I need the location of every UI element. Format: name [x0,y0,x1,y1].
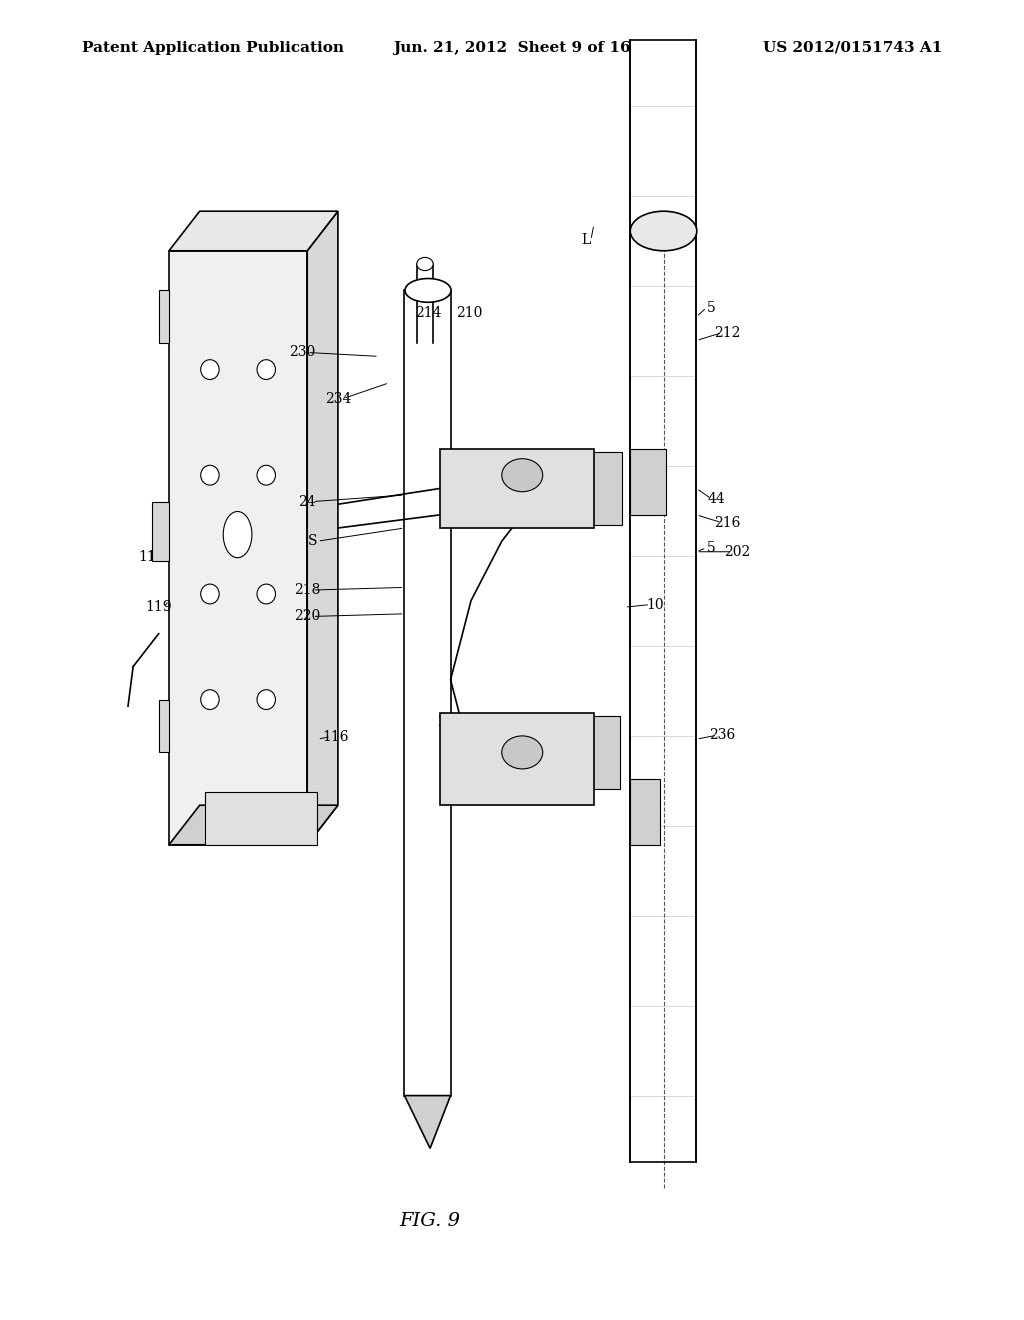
Text: 5: 5 [708,541,716,554]
Polygon shape [159,700,169,752]
Polygon shape [159,290,169,343]
Ellipse shape [257,359,275,380]
Ellipse shape [417,257,433,271]
Text: S: S [307,535,317,548]
Text: L: L [581,234,591,247]
Text: 110: 110 [138,550,165,564]
Text: 10: 10 [646,598,665,611]
Ellipse shape [502,737,543,768]
Text: 202: 202 [724,545,751,558]
Text: 44: 44 [708,492,726,506]
Text: 236: 236 [709,729,735,742]
Ellipse shape [257,583,275,603]
Ellipse shape [502,458,543,491]
Ellipse shape [201,689,219,710]
Text: 222: 222 [437,715,464,729]
Ellipse shape [631,211,696,251]
Text: 214: 214 [415,306,441,319]
Polygon shape [169,251,307,845]
Ellipse shape [257,689,275,710]
Ellipse shape [201,583,219,603]
Text: 230: 230 [289,346,315,359]
Text: 116: 116 [323,730,349,743]
Polygon shape [152,502,169,561]
Text: 220: 220 [294,610,321,623]
Polygon shape [440,449,594,528]
Ellipse shape [223,511,252,557]
Text: 5: 5 [708,301,716,314]
Ellipse shape [201,359,219,380]
Ellipse shape [404,279,452,302]
Polygon shape [307,211,338,845]
Polygon shape [630,449,666,515]
Polygon shape [527,715,620,789]
Text: Patent Application Publication: Patent Application Publication [82,41,344,54]
Text: 24: 24 [298,495,316,508]
Text: 210: 210 [456,306,482,319]
Polygon shape [440,713,594,805]
Ellipse shape [257,465,275,484]
Text: 218: 218 [294,583,321,597]
Text: 212: 212 [714,326,740,339]
Polygon shape [630,779,660,845]
Polygon shape [404,1096,451,1148]
Text: FIG. 9: FIG. 9 [399,1212,461,1230]
Polygon shape [169,211,338,251]
Text: 234: 234 [325,392,351,405]
Ellipse shape [201,465,219,484]
Text: Jun. 21, 2012  Sheet 9 of 16: Jun. 21, 2012 Sheet 9 of 16 [393,41,631,54]
Polygon shape [525,451,623,524]
Text: US 2012/0151743 A1: US 2012/0151743 A1 [763,41,942,54]
Polygon shape [169,805,338,845]
Text: 119: 119 [145,601,172,614]
Text: 216: 216 [714,516,740,529]
Polygon shape [205,792,317,845]
